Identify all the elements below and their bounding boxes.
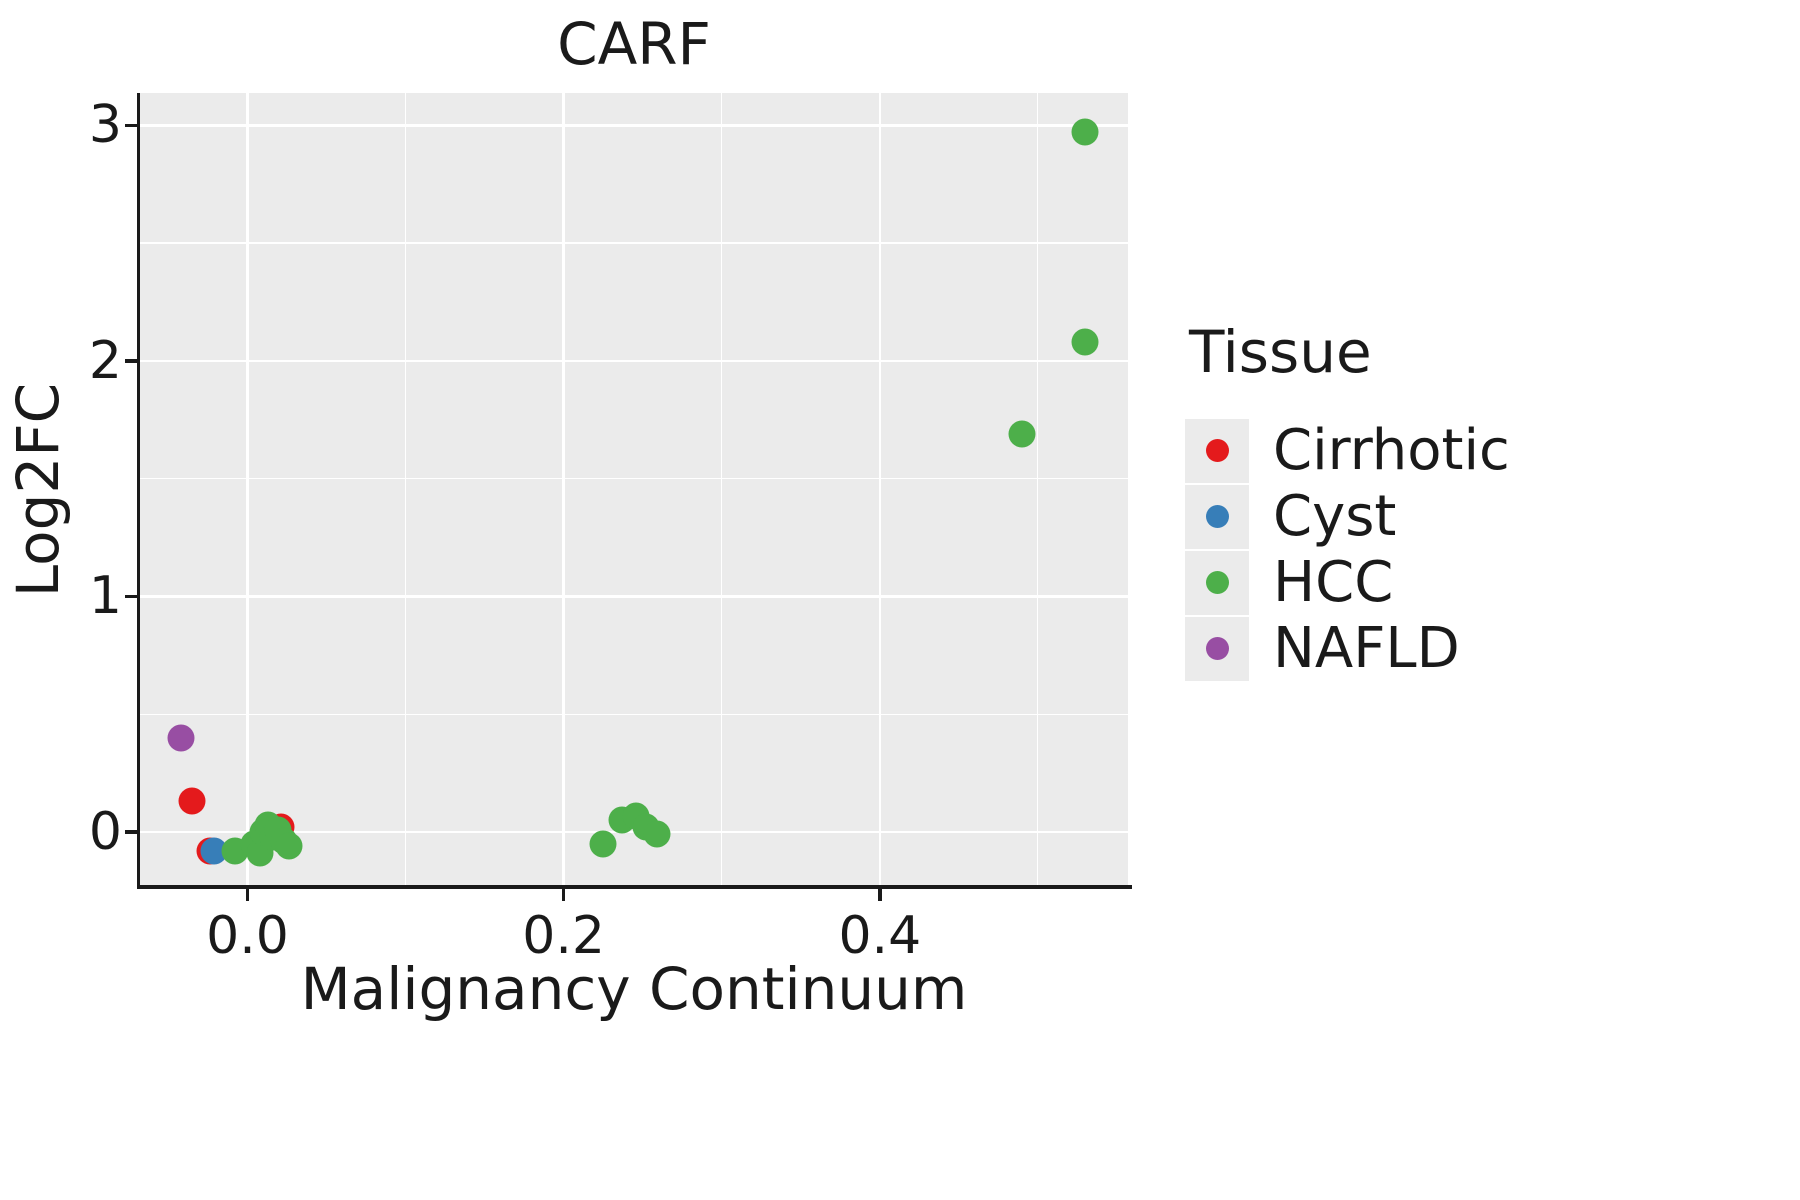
- scatter-point-hcc: [1071, 328, 1099, 356]
- gridline-y-minor: [140, 242, 1128, 244]
- y-tick-mark: [124, 359, 137, 363]
- legend-dot-nafld: [1205, 637, 1229, 661]
- gridline-x-minor: [721, 93, 723, 885]
- gridline-x-minor: [1037, 93, 1039, 885]
- gridline-x-major: [562, 93, 565, 885]
- y-tick-label: 0: [88, 801, 122, 862]
- scatter-point-nafld: [167, 724, 195, 752]
- y-tick-label: 2: [88, 330, 122, 391]
- legend-dot-cirrhotic: [1205, 439, 1229, 463]
- gridline-x-major: [878, 93, 882, 885]
- legend: Tissue Cirrhotic Cyst HCC NAFLD: [1185, 318, 1510, 682]
- y-tick-mark: [124, 594, 137, 599]
- scatter-point-cirrhotic: [178, 787, 206, 815]
- legend-key: [1185, 418, 1249, 483]
- x-tick-label: 0.2: [522, 906, 605, 966]
- x-tick-label: 0.4: [838, 906, 922, 966]
- legend-label: NAFLD: [1273, 616, 1460, 682]
- y-axis-label: Log2FC: [4, 382, 72, 598]
- legend-item-cirrhotic: Cirrhotic: [1185, 418, 1510, 484]
- plot-panel: [140, 93, 1128, 885]
- legend-key: [1185, 484, 1249, 549]
- y-tick-label: 1: [88, 566, 122, 627]
- scatter-point-hcc: [1071, 118, 1099, 146]
- gridline-x-major: [246, 93, 249, 885]
- legend-item-cyst: Cyst: [1185, 484, 1510, 550]
- chart-title: CARF: [557, 10, 711, 78]
- gridline-y-major: [140, 595, 1128, 598]
- scatter-point-hcc: [589, 830, 617, 858]
- legend-items: Cirrhotic Cyst HCC NAFLD: [1185, 418, 1510, 682]
- legend-key: [1185, 550, 1249, 615]
- scatter-point-hcc: [275, 832, 303, 860]
- gridline-y-minor: [140, 713, 1128, 715]
- gridline-x-minor: [404, 93, 407, 885]
- legend-dot-cyst: [1205, 505, 1229, 529]
- gridline-y-major: [140, 123, 1128, 127]
- scatter-point-hcc: [1008, 420, 1036, 448]
- legend-label: HCC: [1273, 550, 1394, 616]
- legend-title: Tissue: [1189, 318, 1372, 386]
- x-axis-line: [136, 885, 1132, 889]
- y-tick-mark: [124, 123, 137, 128]
- gridline-y-major: [140, 359, 1128, 363]
- y-tick-label: 3: [88, 95, 122, 156]
- legend-key: [1185, 616, 1249, 681]
- y-tick-mark: [124, 830, 137, 834]
- legend-dot-hcc: [1205, 571, 1229, 595]
- scatter-point-hcc: [643, 820, 671, 848]
- x-tick-mark: [245, 888, 250, 901]
- legend-label: Cyst: [1273, 484, 1397, 550]
- legend-item-hcc: HCC: [1185, 550, 1510, 616]
- x-tick-mark: [878, 888, 882, 901]
- gridline-y-minor: [140, 478, 1128, 480]
- x-tick-mark: [561, 888, 566, 901]
- legend-item-nafld: NAFLD: [1185, 616, 1510, 682]
- x-tick-label: 0.0: [206, 906, 289, 966]
- y-axis-line: [136, 93, 140, 889]
- legend-label: Cirrhotic: [1273, 418, 1510, 484]
- x-axis-label: Malignancy Continuum: [300, 955, 968, 1023]
